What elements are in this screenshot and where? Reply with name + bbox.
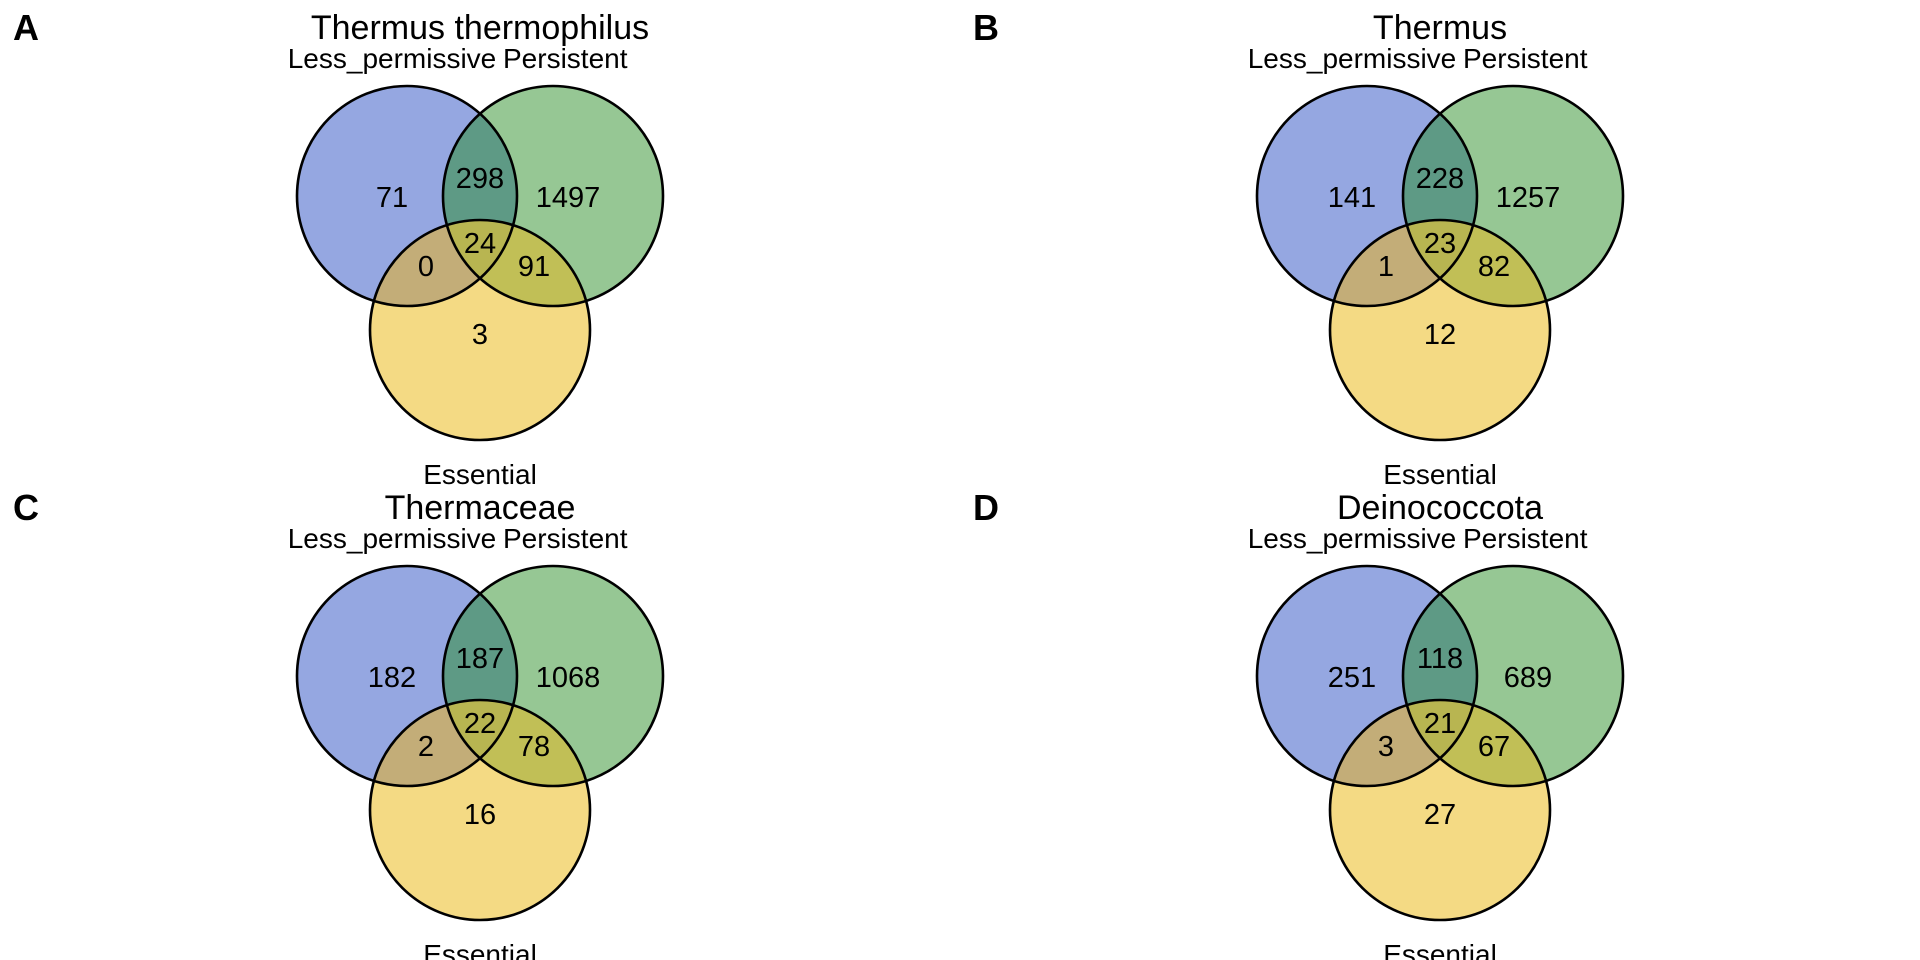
less-permissive-outline: [1255, 84, 1479, 308]
less-permissive-outline: [295, 84, 519, 308]
panel-title: Thermus: [1373, 9, 1507, 47]
set-label-persistent: Persistent: [503, 43, 628, 74]
lp-essential-overlap: [370, 700, 517, 786]
panel-title: Deinococcota: [1337, 489, 1543, 527]
region-count-persistent-only: 689: [1504, 662, 1552, 694]
region-count-all-three: 22: [464, 708, 496, 740]
persistent-essential-overlap: [1403, 700, 1550, 786]
region-count-persistent-essential: 78: [518, 731, 550, 763]
lp-essential-overlap: [1330, 220, 1477, 306]
region-count-persistent-only: 1497: [536, 182, 601, 214]
set-label-essential: Essential: [1383, 459, 1497, 490]
panel-title: Thermaceae: [385, 489, 576, 527]
panel-letter: D: [973, 487, 999, 528]
set-label-essential: Essential: [423, 459, 537, 490]
panel-letter: B: [973, 7, 999, 48]
essential-outline: [368, 218, 592, 442]
set-label-essential: Essential: [1383, 939, 1497, 960]
panel-letter: C: [13, 487, 39, 528]
region-count-essential-only: 16: [464, 799, 496, 831]
set-label-less-permissive: Less_permissive: [1248, 523, 1457, 554]
persistent-outline: [1401, 564, 1625, 788]
region-count-persistent-essential: 91: [518, 251, 550, 283]
region-count-all-three: 24: [464, 228, 496, 260]
region-count-lp-persistent: 228: [1416, 163, 1464, 195]
region-count-all-three: 23: [1424, 228, 1456, 260]
region-count-lp-essential: 1: [1378, 251, 1394, 283]
less-permissive-outline: [1255, 564, 1479, 788]
lp-essential-overlap: [370, 220, 517, 306]
persistent-outline: [1401, 84, 1625, 308]
region-count-essential-only: 3: [472, 319, 488, 351]
region-count-persistent-essential: 67: [1478, 731, 1510, 763]
region-count-less-permissive-only: 141: [1328, 182, 1376, 214]
region-count-lp-essential: 3: [1378, 731, 1394, 763]
region-count-persistent-only: 1068: [536, 662, 601, 694]
region-count-lp-persistent: 298: [456, 163, 504, 195]
region-count-less-permissive-only: 182: [368, 662, 416, 694]
persistent-essential-overlap: [443, 220, 590, 306]
region-count-lp-persistent: 187: [456, 643, 504, 675]
lp-essential-overlap: [1330, 700, 1477, 786]
panel-title: Thermus thermophilus: [311, 9, 649, 47]
essential-outline: [1328, 698, 1552, 922]
region-count-lp-essential: 0: [418, 251, 434, 283]
persistent-outline: [441, 564, 665, 788]
set-label-persistent: Persistent: [1463, 523, 1588, 554]
essential-outline: [1328, 218, 1552, 442]
persistent-essential-overlap: [443, 700, 590, 786]
essential-outline: [368, 698, 592, 922]
region-count-lp-essential: 2: [418, 731, 434, 763]
region-count-persistent-essential: 82: [1478, 251, 1510, 283]
persistent-essential-overlap: [1403, 220, 1550, 306]
region-count-less-permissive-only: 251: [1328, 662, 1376, 694]
set-label-less-permissive: Less_permissive: [1248, 43, 1457, 74]
less-permissive-outline: [295, 564, 519, 788]
set-label-less-permissive: Less_permissive: [288, 523, 497, 554]
panel-letter: A: [13, 7, 39, 48]
set-label-persistent: Persistent: [1463, 43, 1588, 74]
region-count-all-three: 21: [1424, 708, 1456, 740]
set-label-persistent: Persistent: [503, 523, 628, 554]
set-label-less-permissive: Less_permissive: [288, 43, 497, 74]
region-count-essential-only: 12: [1424, 319, 1456, 351]
region-count-lp-persistent: 118: [1417, 643, 1463, 675]
region-count-essential-only: 27: [1424, 799, 1456, 831]
persistent-outline: [441, 84, 665, 308]
set-label-essential: Essential: [423, 939, 537, 960]
region-count-less-permissive-only: 71: [376, 182, 408, 214]
region-count-persistent-only: 1257: [1496, 182, 1561, 214]
